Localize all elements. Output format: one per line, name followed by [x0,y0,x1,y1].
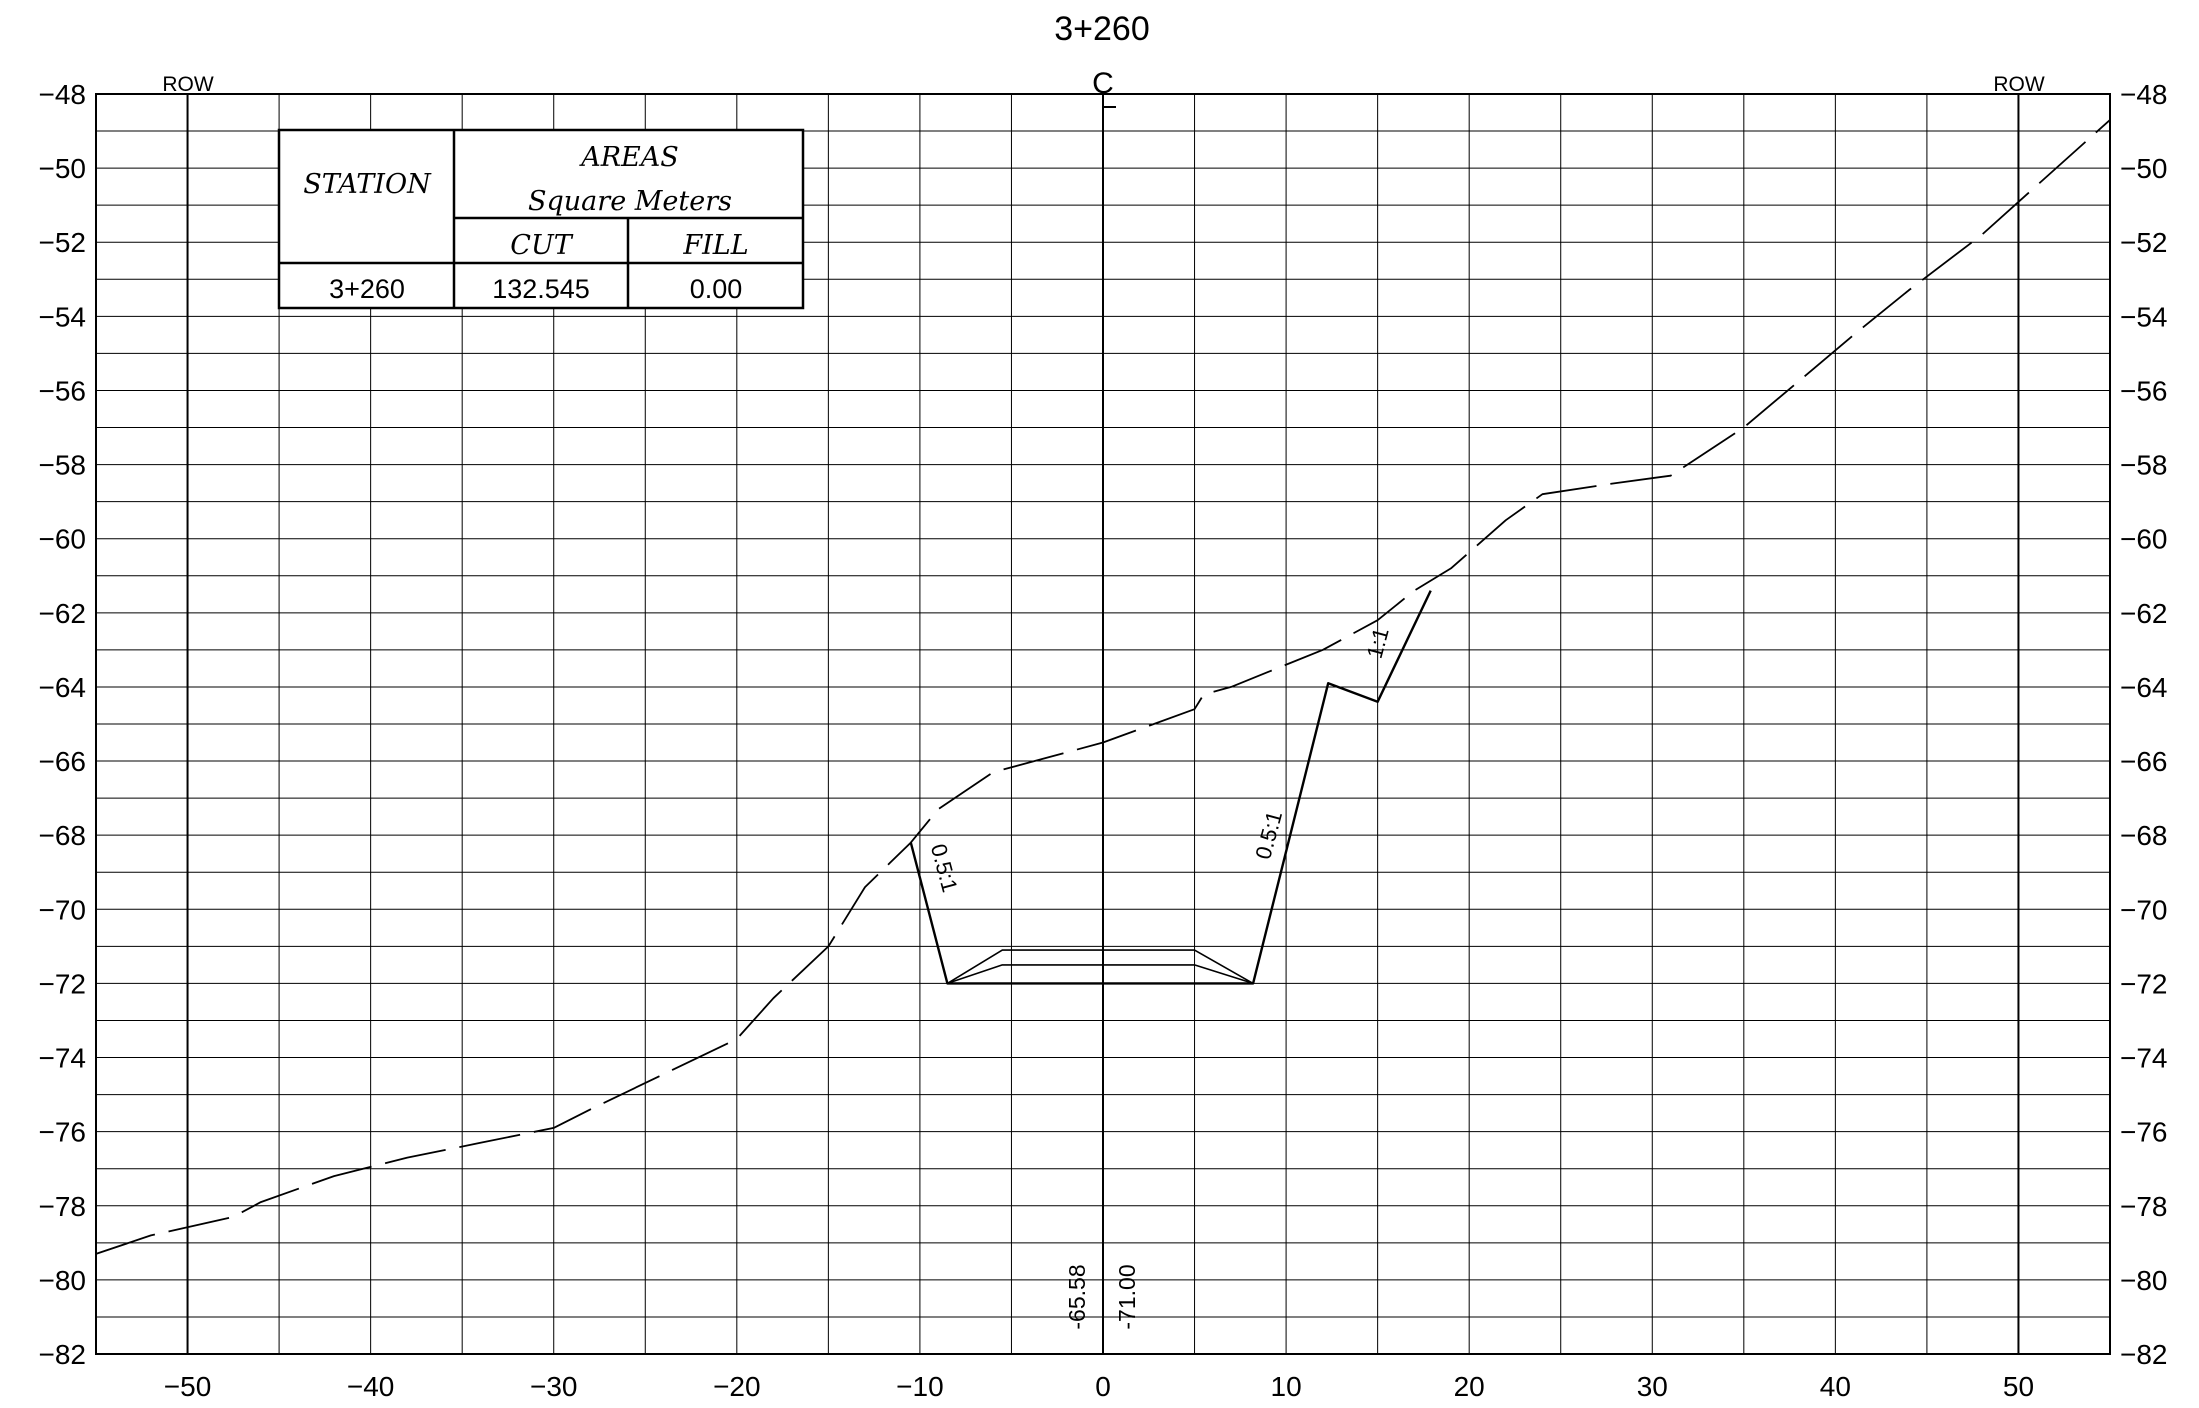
x-tick-label: −10 [896,1371,944,1402]
existing-ground-line [95,119,2111,1255]
x-tick-label: −40 [347,1371,395,1402]
y-tick-label: −58 [2120,450,2168,481]
table-fill-value: 0.00 [690,274,743,304]
y-tick-label: −76 [39,1117,87,1148]
table-header-station: STATION [303,169,432,200]
y-tick-label: −60 [2120,524,2168,555]
plot-border [95,93,2111,1355]
y-tick-label: −56 [2120,375,2168,406]
y-tick-label: −50 [2120,153,2168,184]
y-tick-label: −72 [2120,968,2168,999]
y-tick-label: −52 [39,227,87,258]
y-tick-label: −64 [39,672,87,703]
slope-label-right: 0.5:1 [1250,808,1287,862]
y-tick-label: −54 [39,301,87,332]
y-tick-label: −80 [39,1265,87,1296]
y-tick-label: −48 [2120,79,2168,110]
row-label-left: ROW [162,73,214,96]
plot-frame [95,93,2111,1355]
y-tick-label: −66 [2120,746,2168,777]
y-tick-label: −56 [39,375,87,406]
y-tick-label: −70 [39,894,87,925]
y-tick-label: −74 [39,1043,87,1074]
y-tick-label: −80 [2120,1265,2168,1296]
profile-series [95,119,2111,1255]
y-tick-label: −48 [39,79,87,110]
row-label-right: ROW [1993,73,2045,96]
y-tick-label: −74 [2120,1043,2168,1074]
table-cut-value: 132.545 [492,274,590,304]
x-tick-label: 0 [1095,1371,1111,1402]
y-tick-label: −50 [39,153,87,184]
y-tick-label: −72 [39,968,87,999]
centerline-symbol: C [1092,67,1114,100]
y-tick-label: −76 [2120,1117,2168,1148]
y-tick-label: −58 [39,450,87,481]
y-tick-label: −64 [2120,672,2168,703]
table-header-fill: FILL [682,230,748,261]
y-tick-label: −78 [39,1191,87,1222]
y-tick-label: −68 [2120,820,2168,851]
chart-title: 3+260 [1054,10,1150,48]
slope-label-upper: 1:1 [1362,625,1394,661]
y-tick-label: −70 [2120,894,2168,925]
areas-table: AREAS Square Meters STATION CUT FILL 3+2… [277,128,805,310]
slope-label-left: 0.5:1 [926,841,963,895]
x-tick-label: 20 [1454,1371,1485,1402]
centerline-ground-elevation: -65.58 [1064,1264,1090,1329]
table-station-value: 3+260 [329,274,405,304]
x-tick-label: 30 [1637,1371,1668,1402]
y-tick-label: −62 [2120,598,2168,629]
row-and-centerline-lines [186,94,2020,1354]
y-tick-label: −78 [2120,1191,2168,1222]
y-tick-label: −62 [39,598,87,629]
y-tick-label: −82 [2120,1339,2168,1370]
x-axis-tick-labels: −50 −40 −30 −20 −10 0 10 20 30 40 50 [164,1371,2034,1402]
design-section-line [909,590,1432,985]
centerline-design-elevation: -71.00 [1114,1264,1140,1329]
y-axis-left-tick-labels: −48 −50 −52 −54 −56 −58 −60 −62 −64 −66 −68 −70 −72 −… [39,79,87,1370]
x-tick-label: 50 [2003,1371,2034,1402]
x-tick-label: 40 [1820,1371,1851,1402]
y-tick-label: −68 [39,820,87,851]
y-tick-label: −60 [39,524,87,555]
design-section-line [946,949,1254,985]
y-tick-label: −52 [2120,227,2168,258]
y-tick-label: −54 [2120,301,2168,332]
table-header-units: Square Meters [528,186,732,217]
y-axis-right-tick-labels: −48 −50 −52 −54 −56 −58 −60 −62 −64 −66 −68 −70 −72 −… [2120,79,2168,1370]
table-header-cut: CUT [510,230,573,261]
x-tick-label: −20 [713,1371,761,1402]
x-tick-label: 10 [1271,1371,1302,1402]
vertical-grid-lines [278,94,1928,1354]
x-tick-label: −30 [530,1371,578,1402]
table-header-areas: AREAS [578,142,679,173]
design-section-line [947,964,1254,985]
y-tick-label: −66 [39,746,87,777]
y-tick-label: −82 [39,1339,87,1370]
x-tick-label: −50 [164,1371,212,1402]
